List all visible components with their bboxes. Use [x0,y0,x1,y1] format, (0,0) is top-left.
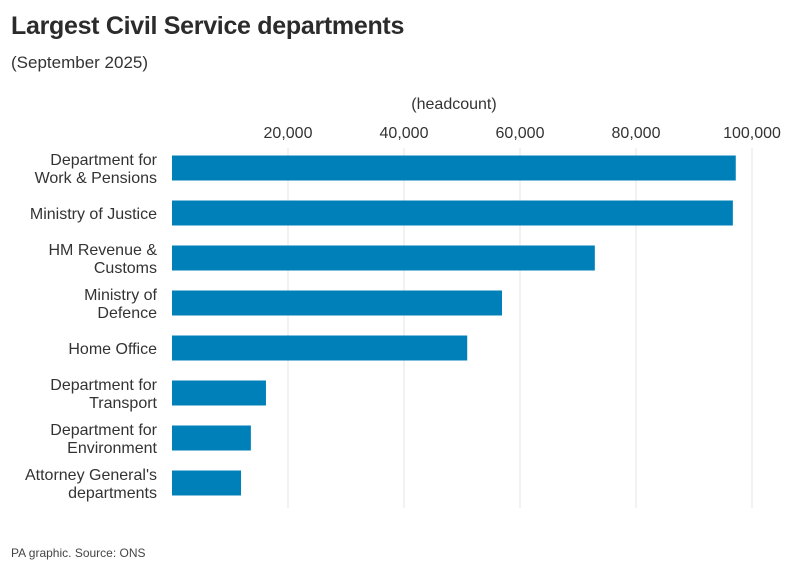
chart-subtitle: (September 2025) [11,53,149,72]
category-label: HM Revenue & Customs [49,242,158,277]
category-label: Ministry of Justice [30,206,157,223]
x-tick-label: 100,000 [723,125,781,142]
bar [172,245,595,271]
x-tick-label: 80,000 [612,125,661,142]
category-label: Department for Environment [50,422,157,457]
category-label: Home Office [68,341,157,358]
source-credit: PA graphic. Source: ONS [11,546,146,560]
x-axis-title: (headcount) [411,96,496,113]
category-label: Department for Transport [50,377,157,412]
x-tick-label: 60,000 [496,125,545,142]
x-tick-label: 40,000 [380,125,429,142]
category-labels: Department for Work & Pensions Ministry of… [25,152,158,502]
bar [172,155,736,181]
bar [172,425,251,451]
category-label: Department for Work & Pensions [35,152,158,187]
bars [172,155,736,496]
category-label: Attorney General's departments [25,467,157,502]
bar [172,380,266,406]
x-tick-label: 20,000 [264,125,313,142]
bar [172,470,242,496]
bar [172,200,733,226]
category-label: Ministry of Defence [84,287,157,322]
chart-title: Largest Civil Service departments [11,12,405,40]
x-axis-ticks: 20,000 40,000 60,000 80,000 100,000 [264,125,781,142]
bar [172,290,503,316]
bar [172,335,468,361]
